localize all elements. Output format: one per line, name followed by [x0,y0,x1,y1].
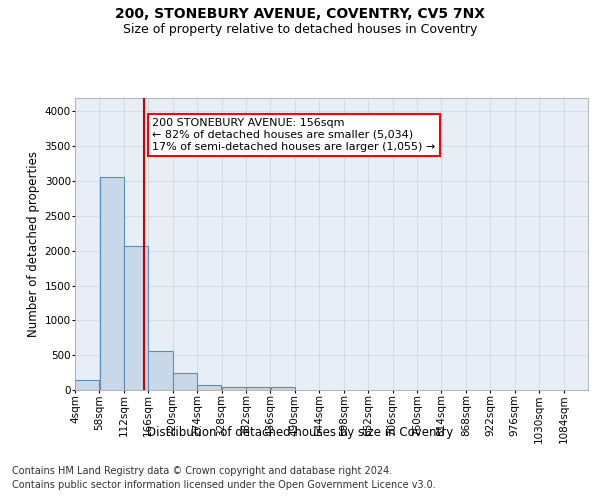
Bar [221,387,246,390]
Bar [75,380,100,390]
Bar [271,387,295,390]
Text: Contains public sector information licensed under the Open Government Licence v3: Contains public sector information licen… [12,480,436,490]
Text: Distribution of detached houses by size in Coventry: Distribution of detached houses by size … [147,426,453,439]
Bar [246,387,271,390]
Text: Size of property relative to detached houses in Coventry: Size of property relative to detached ho… [123,22,477,36]
Bar [100,177,124,390]
Bar [173,374,197,390]
Text: 200 STONEBURY AVENUE: 156sqm
← 82% of detached houses are smaller (5,034)
17% of: 200 STONEBURY AVENUE: 156sqm ← 82% of de… [152,118,436,152]
Text: 200, STONEBURY AVENUE, COVENTRY, CV5 7NX: 200, STONEBURY AVENUE, COVENTRY, CV5 7NX [115,8,485,22]
Y-axis label: Number of detached properties: Number of detached properties [28,151,40,337]
Text: Contains HM Land Registry data © Crown copyright and database right 2024.: Contains HM Land Registry data © Crown c… [12,466,392,476]
Bar [148,351,173,390]
Bar [197,385,221,390]
Bar [124,246,148,390]
